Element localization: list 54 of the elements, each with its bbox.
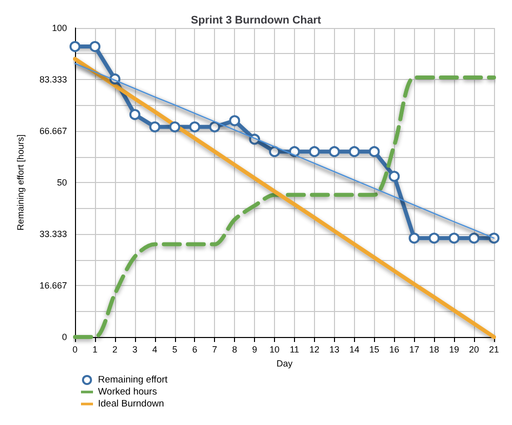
point: [129, 109, 140, 120]
x-tick-label: 12: [309, 344, 320, 354]
x-tick-label: 8: [232, 344, 238, 354]
x-tick-label: 17: [409, 344, 420, 354]
chart-title: Sprint 3 Burndown Chart: [190, 14, 322, 26]
x-tick-label: 4: [152, 344, 158, 354]
point: [70, 41, 80, 52]
point: [388, 170, 400, 182]
x-tick-label: 2: [112, 344, 118, 354]
y-tick-label: 66.667: [39, 126, 67, 136]
x-tick-label: 1: [92, 344, 98, 354]
point: [448, 232, 460, 244]
y-tick-label: 83.333: [39, 74, 67, 84]
x-tick-label: 9: [252, 344, 258, 354]
x-tick-label: 21: [488, 344, 500, 354]
legend-label: Ideal Burndown: [98, 398, 164, 410]
point: [169, 121, 180, 132]
point: [348, 146, 360, 158]
point: [229, 115, 240, 126]
y-tick-label: 33.333: [39, 229, 67, 239]
legend-label: Remaining effort: [98, 374, 168, 386]
x-tick-label: 19: [449, 344, 460, 354]
x-tick-label: 15: [369, 344, 380, 354]
x-tick-label: 10: [270, 344, 280, 354]
point: [149, 121, 160, 132]
point: [189, 121, 200, 132]
y-tick-label: 0: [62, 332, 67, 342]
x-axis-title: Day: [276, 358, 293, 368]
x-tick-label: 3: [132, 344, 138, 354]
point: [468, 232, 480, 244]
x-tick-label: 20: [469, 344, 480, 354]
point: [368, 146, 380, 158]
point: [408, 232, 420, 244]
x-tick-label: 14: [349, 344, 360, 354]
point: [308, 146, 320, 158]
x-tick-label: 16: [389, 344, 400, 354]
y-tick-label: 16.667: [39, 280, 67, 290]
point: [488, 232, 500, 244]
legend-label: Worked hours: [98, 386, 158, 398]
point: [209, 121, 220, 132]
x-tick-label: 11: [290, 344, 300, 354]
point: [428, 232, 440, 244]
x-tick-label: 6: [192, 344, 198, 354]
x-tick-label: 0: [72, 344, 78, 354]
x-tick-label: 18: [429, 344, 440, 354]
y-tick-label: 100: [52, 23, 67, 33]
x-tick-label: 7: [212, 344, 218, 354]
point: [328, 146, 340, 158]
point: [269, 146, 280, 158]
y-axis-title: Remaining effort [hours]: [16, 134, 26, 230]
point: [89, 41, 100, 52]
x-tick-label: 13: [329, 344, 340, 354]
x-tick-label: 5: [172, 344, 178, 354]
y-tick-label: 50: [56, 178, 67, 188]
